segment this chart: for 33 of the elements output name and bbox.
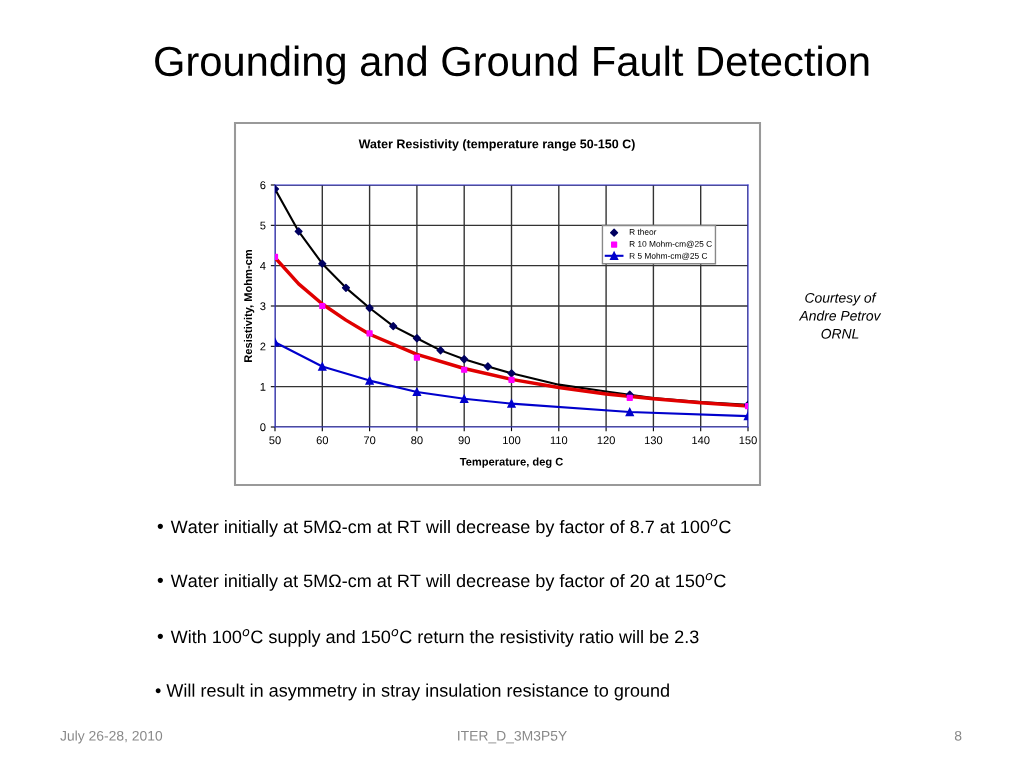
text: ITER_D_3M3P5Y — [458, 730, 567, 744]
y-axis-title: Resistivity, Mohm-cm — [243, 249, 255, 362]
x-tick-label: 60 — [316, 436, 329, 445]
x-tick-label: 110 — [550, 436, 568, 445]
y-tick-label: 3 — [260, 302, 266, 311]
x-tick-label: 80 — [411, 436, 423, 445]
text: July 26-28, 2010 — [60, 730, 163, 744]
legend-label: R 10 Mohm-cm@25 C — [629, 240, 712, 248]
y-tick-label: 4 — [260, 262, 266, 270]
text: • Will result in asymmetry in stray insulation resistance to ground — [155, 683, 669, 701]
x-tick-label: 50 — [269, 436, 281, 445]
y-tick-label: 0 — [260, 423, 266, 432]
y-tick-label: 2 — [260, 342, 266, 351]
x-tick-label: 90 — [458, 436, 470, 445]
y-tick-label: 5 — [260, 221, 266, 230]
text: • Water initially at 5MΩ-cm at RT will decrease by factor of 8.7 at 100$^{o}$C — [157, 519, 731, 537]
legend-label: R 5 Mohm-cm@25 C — [629, 252, 708, 260]
text: • With 100$^{o}$C supply and 150$^{o}$C return the resistivity ratio will be 2.3 — [157, 629, 699, 647]
legend-label: R theor — [629, 228, 657, 235]
x-tick-label: 130 — [644, 436, 663, 445]
x-tick-label: 70 — [363, 436, 376, 445]
x-axis-title: Temperature, deg C — [459, 457, 563, 468]
text: 8 — [954, 730, 962, 741]
x-tick-label: 100 — [503, 436, 521, 445]
y-tick-label: 1 — [260, 383, 266, 391]
x-tick-label: 150 — [739, 436, 757, 445]
chart-subtitle: Water Resistivity (temperature range 50-150 C) — [358, 139, 635, 151]
text: Courtesy of Andre Petrov ORNL — [798, 292, 882, 339]
x-tick-label: 120 — [597, 436, 615, 445]
text: • Water initially at 5MΩ-cm at RT will decrease by factor of 20 at 150$^{o}$C — [157, 573, 726, 591]
x-tick-label: 140 — [692, 436, 710, 445]
chart-title: Grounding and Ground Fault Detection — [155, 45, 869, 85]
y-tick-label: 6 — [260, 181, 266, 190]
